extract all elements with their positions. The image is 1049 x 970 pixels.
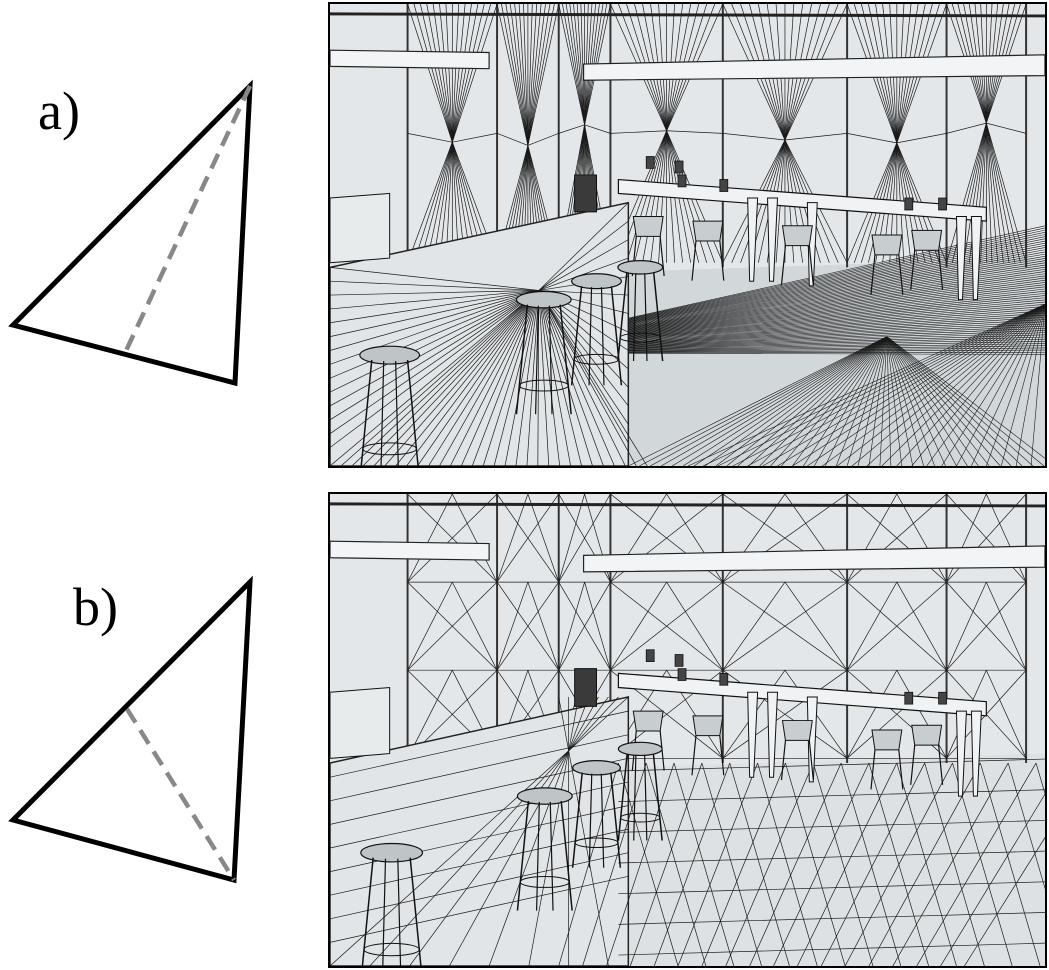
triangle-b-outline	[8, 575, 253, 884]
part-a-label: a)	[38, 81, 80, 141]
render-b-panel	[328, 492, 1047, 968]
render-a-panel	[328, 2, 1047, 468]
part-b-label: b)	[73, 577, 118, 637]
triangle-a-outline	[8, 79, 253, 387]
triangle-a-diagram	[8, 79, 253, 387]
triangle-b-diagonal	[125, 707, 236, 882]
wireframe-render-b	[330, 494, 1045, 966]
wireframe-render-a	[330, 4, 1045, 466]
triangle-b-diagram	[8, 575, 253, 884]
